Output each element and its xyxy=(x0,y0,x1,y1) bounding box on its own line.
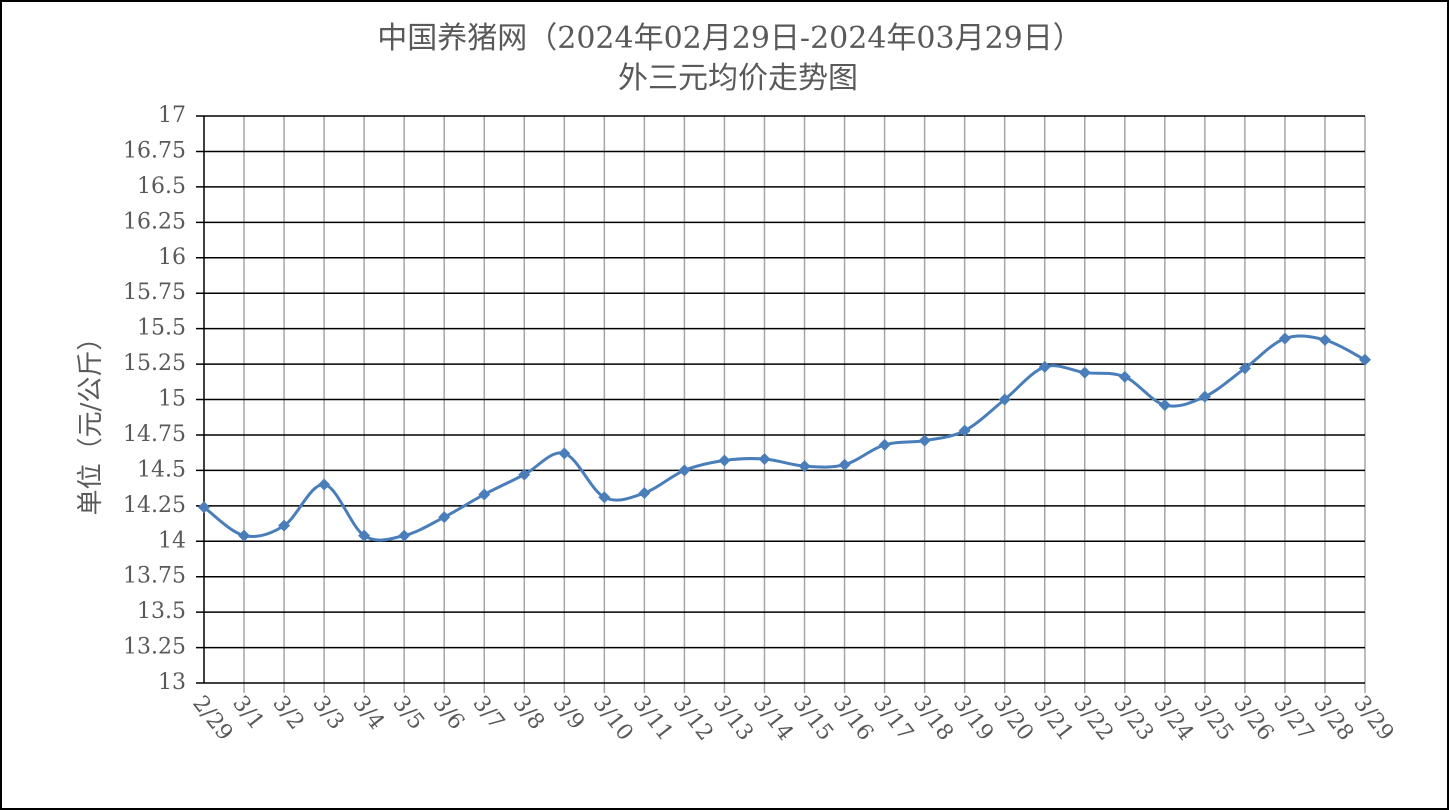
data-point xyxy=(718,454,731,467)
y-tick-label: 15.5 xyxy=(137,316,186,341)
y-tick-label: 16.25 xyxy=(123,209,186,234)
y-tick-label: 15 xyxy=(158,387,186,412)
chart-title: 中国养猪网（2024年02月29日-2024年03月29日） xyxy=(377,21,1083,56)
y-tick-label: 13.75 xyxy=(123,564,186,589)
data-point xyxy=(1318,333,1331,346)
data-point xyxy=(1158,399,1171,412)
data-point xyxy=(358,529,371,542)
y-tick-label: 13.5 xyxy=(137,599,186,624)
y-axis-label: 单位（元/公斤） xyxy=(76,325,106,516)
data-point xyxy=(1198,390,1211,403)
chart-subtitle: 外三元均价走势图 xyxy=(618,61,858,96)
y-tick-label: 13.25 xyxy=(123,635,186,660)
data-point xyxy=(1038,360,1051,373)
data-point xyxy=(598,491,611,504)
y-tick-label: 14.75 xyxy=(123,422,186,447)
data-point xyxy=(398,529,411,542)
data-point xyxy=(878,438,891,451)
data-point xyxy=(1238,362,1251,375)
data-point xyxy=(758,453,771,466)
data-point xyxy=(478,488,491,501)
y-tick-label: 16.75 xyxy=(123,138,186,163)
data-point xyxy=(918,434,931,447)
data-point xyxy=(998,393,1011,406)
y-tick-label: 13 xyxy=(158,670,186,695)
y-tick-label: 15.75 xyxy=(123,280,186,305)
data-point xyxy=(1359,353,1371,366)
y-tick-label: 14.5 xyxy=(137,457,186,482)
data-point xyxy=(238,529,251,542)
data-point xyxy=(798,460,811,473)
data-point xyxy=(318,478,331,491)
data-point xyxy=(678,464,691,477)
data-point xyxy=(1278,332,1291,345)
data-point xyxy=(438,511,451,524)
y-tick-label: 14 xyxy=(158,528,186,553)
data-point xyxy=(558,447,571,460)
data-point xyxy=(1118,370,1131,383)
data-point xyxy=(838,458,851,471)
data-point xyxy=(958,424,971,437)
data-point xyxy=(638,487,651,500)
data-point xyxy=(518,468,531,481)
y-tick-label: 14.25 xyxy=(123,493,186,518)
y-tick-label: 17 xyxy=(158,103,186,128)
y-tick-label: 16.5 xyxy=(137,174,186,199)
data-point xyxy=(1078,366,1091,379)
data-point xyxy=(198,501,210,514)
y-tick-label: 15.25 xyxy=(123,351,186,376)
data-point xyxy=(278,519,291,532)
y-tick-label: 16 xyxy=(158,245,186,270)
